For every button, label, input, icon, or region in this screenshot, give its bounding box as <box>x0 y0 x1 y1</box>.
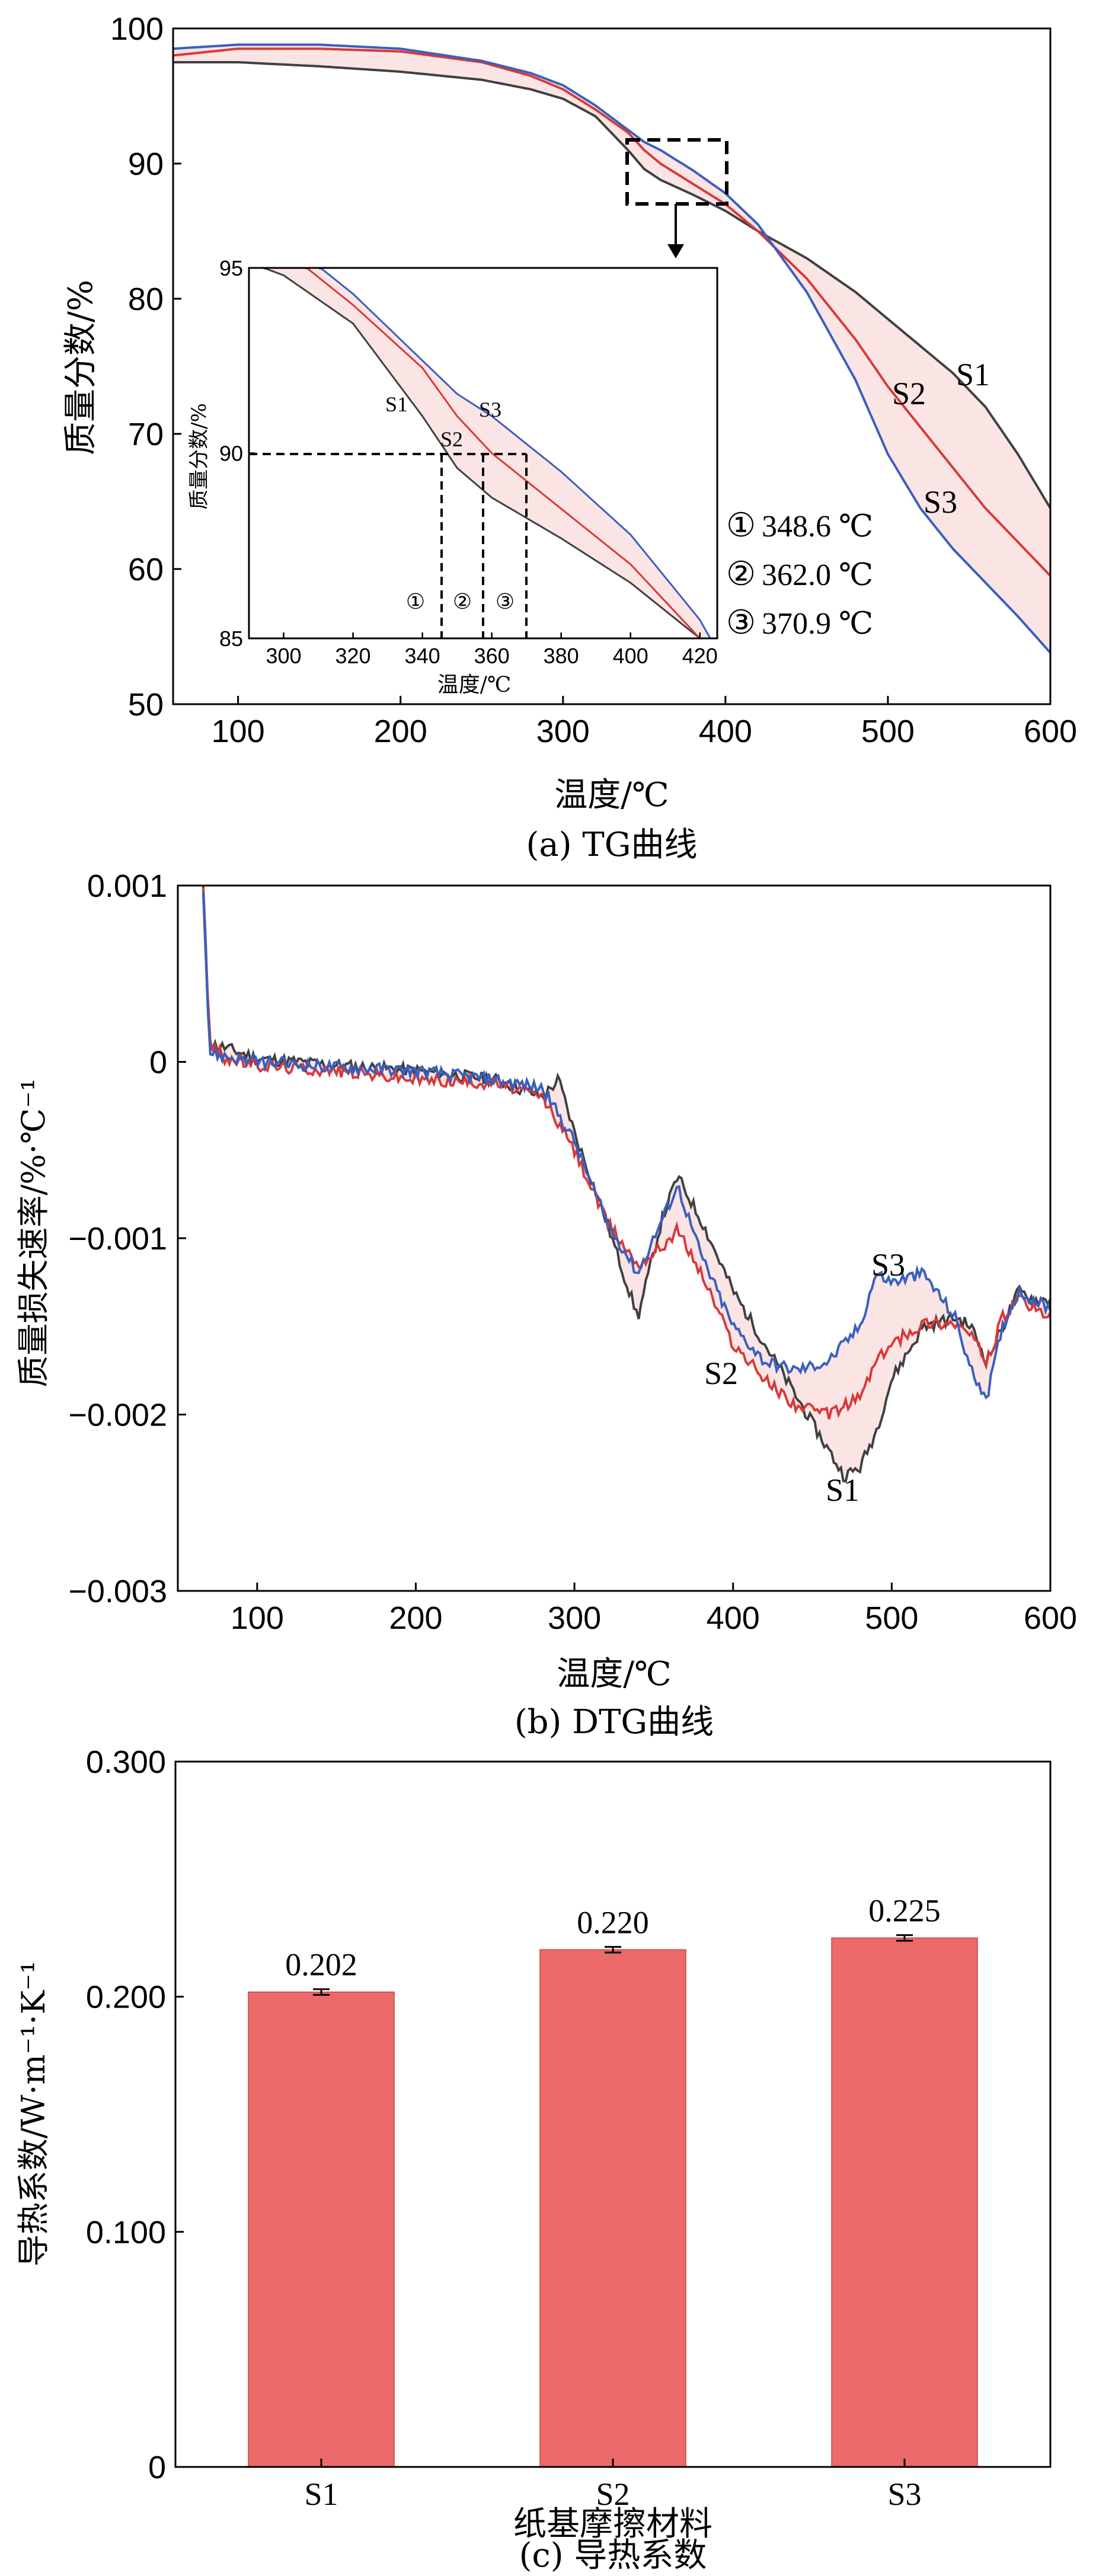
tg-inset: 300 320 340 360 380 400 420 85 90 95 S1 S2 S3 ① ②… <box>187 256 718 697</box>
tg-xtick-label: 100 <box>212 714 265 749</box>
bar-category-label: S1 <box>304 2476 338 2512</box>
bar-ytick-label: 0.100 <box>86 2214 166 2250</box>
tg-line-s3 <box>172 43 1052 654</box>
inset-ytick-label: 90 <box>219 442 243 466</box>
tg-annotation-1-mark: ① <box>726 507 756 544</box>
tg-xtick-label: 500 <box>861 714 915 749</box>
inset-line-s3 <box>249 267 717 640</box>
tg-ytick-label: 90 <box>128 146 164 182</box>
dtg-ticks: 100 200 300 400 500 600 −0.003 −0.002 −0.001 0 0.0… <box>68 868 1077 1636</box>
dtg-ytick-label: −0.003 <box>68 1574 167 1609</box>
tg-ylabel: 质量分数/% <box>62 280 100 455</box>
inset-label-s1: S1 <box>385 392 408 416</box>
bar-panel: 0.202 S1 0.220 S2 0.225 S3 0 0.100 0.200 0.300 导… <box>15 1744 1052 2575</box>
inset-xtick-label: 380 <box>544 644 579 668</box>
dtg-label-s2: S2 <box>704 1356 738 1391</box>
dtg-ytick-label: 0.001 <box>87 868 167 904</box>
inset-line-s1 <box>249 267 717 640</box>
dtg-ytick-label: −0.002 <box>68 1398 167 1433</box>
inset-ylabel: 质量分数/% <box>187 403 211 510</box>
bar-ticks: 0 0.100 0.200 0.300 <box>86 1744 184 2485</box>
bar-xlabel: 纸基摩擦材料 <box>513 2505 712 2543</box>
tg-annotation-1-text: 348.6 ℃ <box>762 510 873 544</box>
bar-value-label: 0.225 <box>868 1893 941 1929</box>
tg-ytick-label: 50 <box>128 687 164 723</box>
bar-ytick-label: 0.300 <box>86 1744 166 1780</box>
bar-s2 <box>539 1949 686 2468</box>
dtg-xtick-label: 500 <box>865 1600 918 1636</box>
inset-mark-3: ③ <box>496 590 515 613</box>
tg-label-s2: S2 <box>892 376 926 411</box>
dtg-xtick-label: 100 <box>231 1600 284 1636</box>
tg-annotation-3-text: 370.9 ℃ <box>762 607 873 641</box>
bar-plot-frame <box>174 1760 1052 2468</box>
inset-xtick-label: 340 <box>405 644 440 668</box>
tg-annotation-3-mark: ③ <box>726 605 756 641</box>
bar-ylabel: 导热系数/W·m⁻¹·K⁻¹ <box>15 1961 52 2267</box>
inset-label-s3: S3 <box>479 398 501 421</box>
tg-ytick-label: 100 <box>110 11 164 47</box>
tg-plot-frame <box>172 27 1052 705</box>
bar-value-label: 0.220 <box>577 1904 649 1940</box>
tg-label-s1: S1 <box>956 357 990 392</box>
inset-xtick-label: 420 <box>682 644 718 668</box>
tg-xtick-label: 200 <box>374 714 427 749</box>
tg-line-s2 <box>172 47 1052 577</box>
tg-ytick-label: 80 <box>128 282 164 317</box>
tg-zoom-arrow-head <box>667 244 684 258</box>
inset-ytick-label: 95 <box>219 256 243 280</box>
tg-ytick-label: 70 <box>128 417 164 452</box>
bar-caption: (c) 导热系数 <box>519 2536 707 2575</box>
tg-xtick-label: 600 <box>1024 714 1077 749</box>
inset-xlabel: 温度/℃ <box>437 673 511 697</box>
tg-xtick-label: 300 <box>536 714 590 749</box>
bar-category-label: S3 <box>887 2476 921 2512</box>
dtg-line-s2 <box>202 887 1052 1420</box>
bar-value-label: 0.202 <box>285 1947 357 1983</box>
inset-xtick-label: 300 <box>266 644 301 668</box>
tg-ytick-label: 60 <box>128 552 164 587</box>
bar-s1 <box>248 1991 395 2468</box>
dtg-band <box>203 886 1050 1482</box>
tg-ticks: 100 200 300 400 500 600 50 60 70 80 90 100 <box>110 11 1077 749</box>
dtg-xtick-label: 300 <box>548 1600 601 1636</box>
inset-mark-1: ① <box>406 590 425 613</box>
bar-ytick-label: 0 <box>148 2450 166 2485</box>
tg-line-s1 <box>173 61 1052 509</box>
inset-ytick-label: 85 <box>219 627 243 651</box>
dtg-xtick-label: 400 <box>707 1600 760 1636</box>
dtg-panel: 100 200 300 400 500 600 −0.003 −0.002 −0.001 0 0.0… <box>15 868 1077 1741</box>
dtg-ytick-label: −0.001 <box>68 1221 167 1257</box>
inset-xtick-label: 320 <box>335 644 371 668</box>
dtg-ylabel: 质量损失速率/%·℃⁻¹ <box>15 1078 52 1387</box>
dtg-caption: (b) DTG曲线 <box>515 1703 714 1741</box>
inset-label-s2: S2 <box>440 427 463 451</box>
bar-s3 <box>831 1937 978 2468</box>
dtg-xtick-label: 200 <box>389 1600 442 1636</box>
dtg-xlabel: 温度/℃ <box>557 1655 672 1693</box>
inset-ticks: 300 320 340 360 380 400 420 85 90 95 <box>219 256 718 668</box>
bar-category-label: S2 <box>596 2476 630 2512</box>
tg-label-s3: S3 <box>924 484 957 520</box>
tg-caption: (a) TG曲线 <box>526 826 698 864</box>
tg-band <box>173 44 1050 653</box>
tg-annotation-2-text: 362.0 ℃ <box>762 558 873 592</box>
tg-annotation-2-mark: ② <box>726 556 756 593</box>
inset-line-s2 <box>249 267 717 640</box>
bar-ytick-label: 0.200 <box>86 1980 166 2015</box>
tg-xlabel: 温度/℃ <box>554 776 669 814</box>
inset-xtick-label: 360 <box>474 644 510 668</box>
dtg-label-s1: S1 <box>826 1472 859 1508</box>
tg-panel: 100 200 300 400 500 600 50 60 70 80 90 100 S1 S2 S3… <box>62 11 1077 864</box>
dtg-line-s3 <box>202 891 1052 1400</box>
dtg-line-s1 <box>202 885 1052 1483</box>
dtg-ytick-label: 0 <box>149 1045 167 1081</box>
dtg-xtick-label: 600 <box>1024 1600 1077 1636</box>
inset-mark-2: ② <box>453 590 472 613</box>
inset-xtick-label: 400 <box>613 644 648 668</box>
dtg-label-s3: S3 <box>871 1247 905 1283</box>
tg-xtick-label: 400 <box>699 714 752 749</box>
